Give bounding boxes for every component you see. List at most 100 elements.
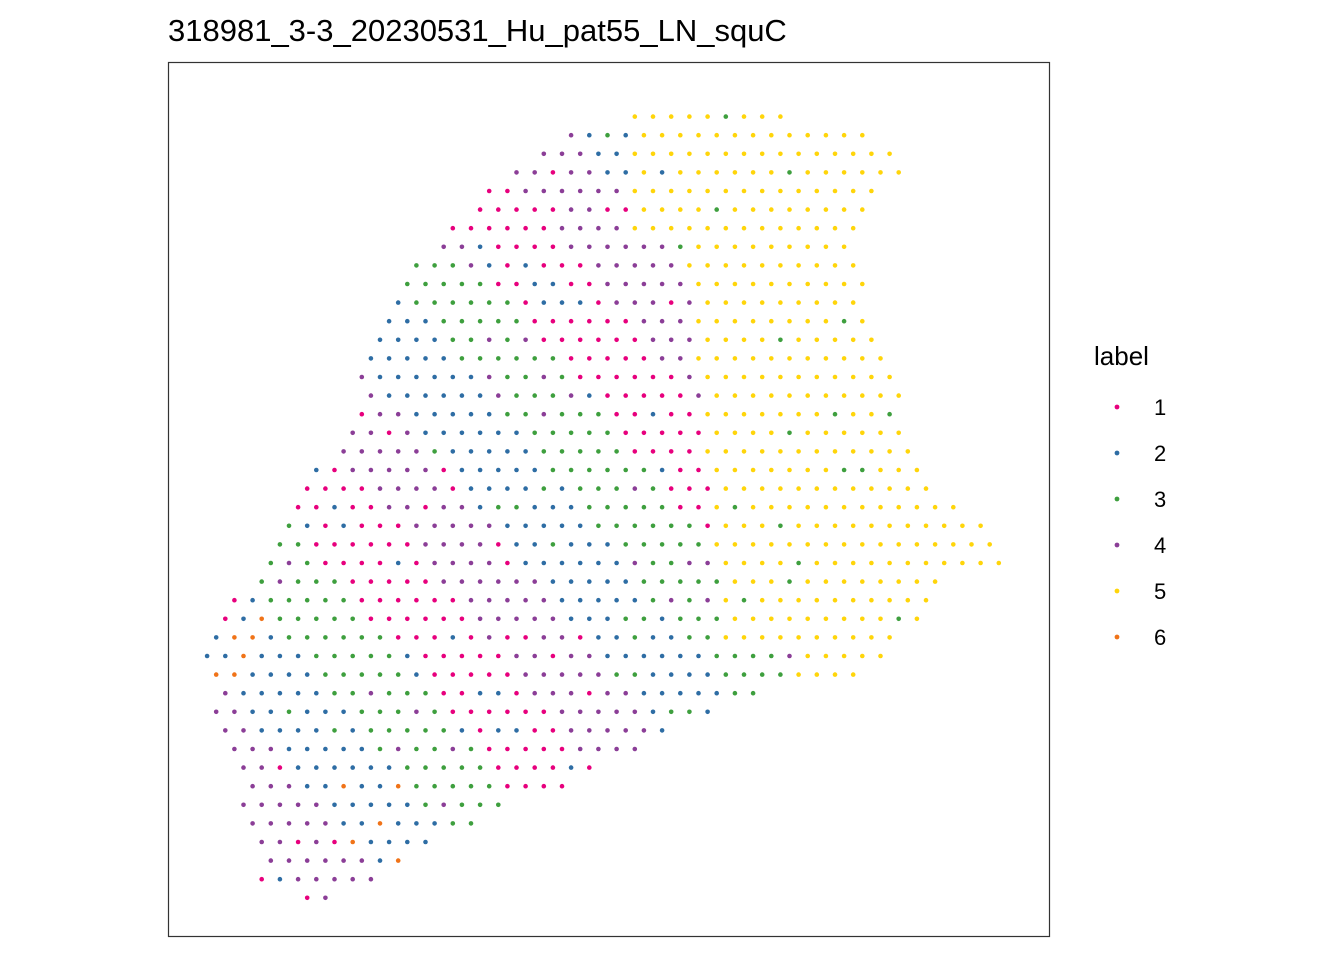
spot-point bbox=[623, 393, 628, 398]
spot-point bbox=[587, 467, 592, 473]
spot-point bbox=[477, 430, 483, 436]
spot-point bbox=[769, 244, 774, 250]
spot-point bbox=[587, 170, 592, 175]
spot-point bbox=[423, 504, 428, 510]
spot-point bbox=[732, 430, 738, 436]
spot-point bbox=[960, 523, 965, 529]
spot-point bbox=[923, 560, 929, 566]
spot-point bbox=[514, 616, 519, 622]
spot-point bbox=[259, 802, 265, 808]
spot-point bbox=[459, 430, 465, 436]
spot-point bbox=[341, 746, 346, 752]
spot-point bbox=[650, 374, 656, 380]
spot-point bbox=[414, 597, 419, 603]
spot-point bbox=[860, 579, 865, 584]
spot-point bbox=[805, 504, 810, 510]
spot-point bbox=[696, 132, 701, 138]
spot-point bbox=[577, 263, 583, 268]
spot-point bbox=[514, 393, 519, 398]
spot-point bbox=[805, 318, 810, 324]
spot-point bbox=[505, 523, 510, 529]
spot-point bbox=[568, 356, 574, 361]
spot-point bbox=[732, 170, 738, 175]
spot-point bbox=[395, 337, 401, 343]
spot-point bbox=[568, 393, 574, 398]
spot-point bbox=[541, 151, 547, 157]
spot-point bbox=[432, 635, 437, 640]
spot-point bbox=[432, 523, 437, 529]
spot-point bbox=[559, 449, 565, 454]
spot-point bbox=[350, 504, 356, 510]
spot-point bbox=[359, 783, 365, 789]
spot-point bbox=[441, 281, 447, 287]
spot-point bbox=[714, 356, 719, 361]
spot-point bbox=[832, 449, 838, 454]
spot-point bbox=[523, 597, 528, 603]
spot-point bbox=[750, 318, 756, 324]
spot-point bbox=[678, 653, 683, 659]
spot-point bbox=[687, 337, 692, 343]
spot-point bbox=[496, 281, 501, 287]
spot-point bbox=[477, 542, 483, 547]
spot-point bbox=[359, 560, 365, 566]
spot-point bbox=[641, 244, 647, 250]
spot-point bbox=[477, 244, 483, 250]
spot-point bbox=[450, 746, 456, 752]
spot-point bbox=[814, 486, 820, 491]
spot-point bbox=[787, 579, 792, 584]
spot-point bbox=[951, 542, 956, 547]
spot-point bbox=[796, 597, 801, 603]
spot-point bbox=[714, 467, 719, 473]
spot-point bbox=[668, 523, 674, 529]
spot-point bbox=[596, 449, 601, 454]
spot-point bbox=[441, 542, 447, 547]
spot-point bbox=[805, 132, 810, 138]
legend-key-4 bbox=[1114, 542, 1120, 548]
spot-point bbox=[741, 114, 747, 119]
spot-point bbox=[450, 597, 456, 603]
spot-point bbox=[596, 672, 601, 677]
spot-point bbox=[541, 449, 547, 454]
spot-point bbox=[596, 263, 601, 268]
spot-point bbox=[423, 542, 428, 547]
spot-point bbox=[204, 653, 210, 659]
spot-point bbox=[541, 523, 547, 529]
spot-point bbox=[623, 244, 628, 250]
spot-point bbox=[459, 356, 465, 361]
spot-point bbox=[778, 672, 783, 677]
spot-point bbox=[905, 449, 911, 454]
spot-point bbox=[832, 374, 838, 380]
spot-point bbox=[359, 486, 365, 491]
spot-point bbox=[314, 467, 319, 473]
spot-point bbox=[341, 858, 346, 863]
spot-point bbox=[841, 281, 847, 287]
spot-point bbox=[295, 579, 301, 584]
spot-point bbox=[314, 765, 319, 770]
spot-point bbox=[796, 449, 801, 454]
spot-point bbox=[778, 411, 783, 417]
spot-point bbox=[850, 486, 856, 491]
spot-point bbox=[750, 653, 756, 659]
spot-point bbox=[286, 858, 292, 863]
spot-point bbox=[468, 411, 474, 417]
spot-point bbox=[887, 449, 892, 454]
spot-point bbox=[696, 170, 701, 175]
spot-point bbox=[559, 337, 565, 343]
spot-point bbox=[787, 170, 792, 175]
spot-point bbox=[823, 653, 829, 659]
spot-point bbox=[577, 560, 583, 566]
spot-point bbox=[623, 170, 628, 175]
spot-point bbox=[559, 225, 565, 231]
spot-point bbox=[441, 690, 447, 696]
spot-point bbox=[423, 393, 428, 398]
spot-point bbox=[705, 114, 710, 119]
spot-point bbox=[705, 188, 710, 194]
spot-point bbox=[723, 672, 729, 677]
chart-title: 318981_3-3_20230531_Hu_pat55_LN_squC bbox=[168, 13, 787, 48]
spot-point bbox=[605, 430, 610, 436]
spot-point bbox=[405, 542, 410, 547]
spot-point bbox=[386, 839, 392, 845]
spot-point bbox=[796, 635, 801, 640]
spot-point bbox=[705, 225, 710, 231]
spot-point bbox=[386, 467, 392, 473]
